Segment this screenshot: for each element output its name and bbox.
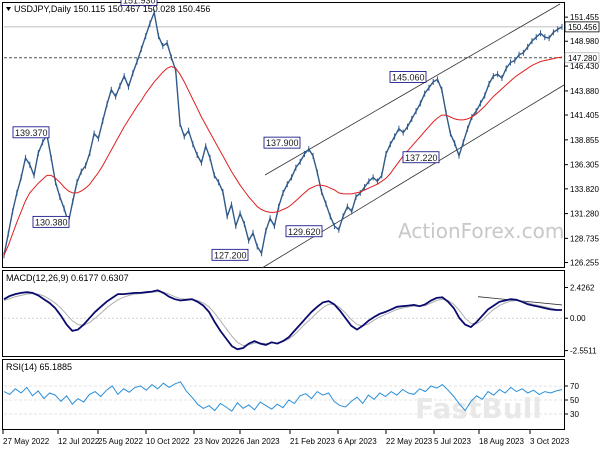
x-tick-label: 5 Jul 2023 — [434, 437, 471, 446]
x-tick-label: 6 Apr 2023 — [338, 437, 377, 446]
symbol-title: USDJPY,Daily — [14, 4, 71, 14]
y-tick-label: 143.880 — [570, 87, 599, 96]
macd-series — [3, 289, 562, 351]
current-price-tag — [564, 21, 600, 33]
y-tick-label: 128.735 — [570, 234, 599, 243]
x-tick-label: 12 Jul 2022 — [58, 437, 100, 446]
y-tick-label: 126.255 — [570, 259, 599, 268]
y-tick-label: 138.855 — [570, 136, 599, 145]
resistance-label: 147.280 — [568, 54, 597, 63]
price-annotation-label: 137.220 — [405, 153, 438, 163]
moving-average-series — [3, 56, 563, 256]
chart-title: USDJPY,Daily 150.115 150.467 150.028 150… — [14, 4, 210, 14]
y-tick-label: 136.305 — [570, 161, 599, 170]
main-panel — [2, 2, 565, 268]
rsi-tick-label: 30 — [570, 410, 579, 419]
price-annotation-box — [211, 248, 249, 261]
y-tick-label: 141.405 — [570, 111, 599, 120]
price-annotation-box — [32, 215, 70, 228]
price-annotation-box — [263, 136, 301, 149]
rsi-title: RSI(14) 65.1885 — [6, 362, 72, 372]
rsi-tick-label: 50 — [570, 396, 579, 405]
current-price-label: 150.456 — [568, 23, 597, 32]
y-tick-label: 151.455 — [570, 13, 599, 22]
macd-tick-label: 0.00 — [570, 314, 586, 323]
price-annotation-box — [402, 151, 440, 164]
price-annotation-box — [285, 225, 323, 238]
x-tick-label: 27 May 2022 — [3, 437, 50, 446]
x-tick-label: 23 Nov 2022 — [194, 437, 240, 446]
channel-lower-line — [261, 84, 565, 269]
x-tick-label: 21 Feb 2023 — [290, 437, 335, 446]
x-tick-label: 18 Aug 2023 — [479, 437, 524, 446]
price-annotation-box — [389, 71, 427, 83]
y-tick-label: 131.280 — [570, 210, 599, 219]
price-annotation-label: 129.620 — [288, 227, 321, 237]
watermark-actionforex: ActionForex.com — [398, 219, 564, 243]
price-annotation-box — [120, 0, 158, 6]
x-tick-label: 25 Aug 2022 — [98, 437, 143, 446]
ohlc-values: 150.115 150.467 150.028 150.456 — [73, 4, 210, 14]
price-annotation-label: 130.380 — [35, 217, 68, 227]
price-annotation-label: 127.200 — [214, 250, 247, 260]
price-annotation-label: 139.370 — [15, 128, 48, 138]
channel-upper-line — [264, 3, 561, 176]
x-tick-label: 3 Oct 2023 — [530, 437, 570, 446]
triangle-down-icon — [6, 7, 11, 11]
price-annotation-label: 137.900 — [266, 138, 299, 148]
x-tick-label: 22 May 2023 — [386, 437, 433, 446]
macd-tick-label: -2.5511 — [570, 347, 597, 356]
y-tick-label: 148.980 — [570, 37, 599, 46]
rsi-series — [3, 381, 563, 412]
price-annotation-box — [12, 126, 50, 139]
x-tick-label: 6 Jan 2023 — [240, 437, 280, 446]
rsi-panel — [2, 359, 565, 430]
macd-panel — [2, 270, 565, 357]
y-tick-label: 133.820 — [570, 185, 599, 194]
rsi-tick-label: 70 — [570, 382, 579, 391]
macd-title: MACD(12,26,9) 0.6177 0.6307 — [6, 273, 129, 283]
price-annotation-label: 145.060 — [392, 72, 425, 82]
price-annotation-label: 151.930 — [123, 0, 156, 6]
macd-tick-label: 2.4262 — [570, 283, 595, 292]
y-tick-label: 146.430 — [570, 62, 599, 71]
resistance-tag — [564, 52, 600, 64]
x-tick-label: 10 Oct 2022 — [146, 437, 190, 446]
